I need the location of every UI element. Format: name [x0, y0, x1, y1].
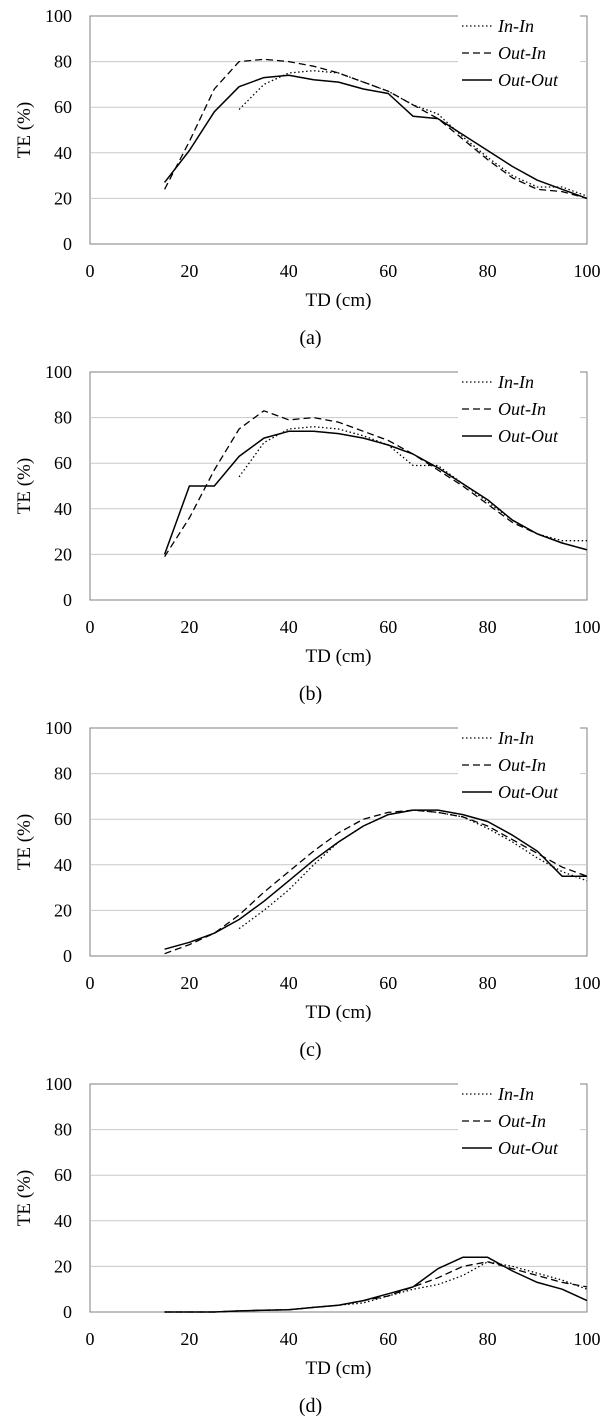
legend-label: Out-In	[498, 43, 546, 63]
plot-frame	[89, 371, 588, 601]
legend: In-In Out-In Out-Out	[458, 368, 580, 450]
x-tick-label: 80	[479, 1329, 497, 1349]
y-tick-label: 60	[54, 97, 72, 117]
panel-caption: (a)	[299, 327, 321, 349]
x-tick-label: 80	[479, 261, 497, 281]
y-tick-label: 0	[63, 590, 72, 610]
y-tick-label: 80	[54, 1120, 72, 1140]
y-tick-label: 80	[54, 408, 72, 428]
legend-label: In-In	[497, 728, 534, 748]
y-axis-title: TE (%)	[14, 102, 35, 158]
series-line-out-out	[164, 809, 587, 950]
legend: In-In Out-In Out-Out	[458, 12, 580, 94]
y-tick-label: 0	[63, 234, 72, 254]
y-tick-label: 80	[54, 52, 72, 72]
x-tick-label: 20	[180, 973, 198, 993]
series-line-in-in	[164, 1261, 588, 1313]
series-line-out-in	[164, 809, 588, 955]
x-tick-label: 80	[479, 973, 497, 993]
y-tick-label: 40	[54, 855, 72, 875]
chart-panel: 0 20 40 60 80 100 0 20 40 60 80 100 TD (cm) TE (%) In-…	[0, 712, 613, 1068]
x-tick-label: 0	[86, 617, 95, 637]
chart-panel: 0 20 40 60 80 100 0 20 40 60 80 100 TD (cm) TE (%) In-…	[0, 1068, 613, 1424]
y-tick-label: 100	[45, 362, 72, 382]
x-tick-label: 100	[574, 973, 601, 993]
legend-label: In-In	[497, 372, 534, 392]
plot-frame	[89, 1083, 588, 1313]
y-tick-label: 40	[54, 1211, 72, 1231]
y-axis-title: TE (%)	[14, 458, 35, 514]
series-line-out-in	[164, 1261, 588, 1313]
chart-svg: 0 20 40 60 80 100 0 20 40 60 80 100 TD (cm) TE (%) In-…	[14, 6, 601, 349]
x-tick-label: 60	[379, 261, 397, 281]
y-tick-label: 100	[45, 718, 72, 738]
y-tick-label: 60	[54, 809, 72, 829]
legend-label: In-In	[497, 1084, 534, 1104]
x-tick-label: 20	[180, 261, 198, 281]
legend-label: Out-In	[498, 1111, 546, 1131]
x-axis-title: TD (cm)	[306, 646, 372, 667]
x-tick-label: 0	[86, 1329, 95, 1349]
series-line-out-in	[164, 410, 588, 558]
y-tick-label: 100	[45, 6, 72, 26]
x-tick-label: 60	[379, 617, 397, 637]
x-tick-label: 20	[180, 1329, 198, 1349]
y-tick-label: 0	[63, 1302, 72, 1322]
panel-caption: (c)	[299, 1039, 321, 1061]
x-tick-label: 40	[280, 973, 298, 993]
chart-svg: 0 20 40 60 80 100 0 20 40 60 80 100 TD (cm) TE (%) In-…	[14, 718, 601, 1061]
y-axis-title: TE (%)	[14, 1170, 35, 1226]
series-line-out-out	[164, 74, 588, 200]
y-tick-label: 40	[54, 143, 72, 163]
y-tick-label: 20	[54, 900, 72, 920]
x-axis-title: TD (cm)	[306, 1358, 372, 1379]
legend-label: Out-Out	[498, 1138, 559, 1158]
series-line-out-out	[164, 1256, 588, 1313]
legend-label: In-In	[497, 16, 534, 36]
y-tick-label: 20	[54, 544, 72, 564]
x-axis-title: TD (cm)	[306, 290, 372, 311]
y-tick-label: 0	[63, 946, 72, 966]
x-tick-label: 0	[86, 973, 95, 993]
chart-svg: 0 20 40 60 80 100 0 20 40 60 80 100 TD (cm) TE (%) In-…	[14, 362, 601, 705]
plot-frame	[89, 15, 588, 245]
x-tick-label: 40	[280, 1329, 298, 1349]
y-tick-label: 20	[54, 188, 72, 208]
y-tick-label: 40	[54, 499, 72, 519]
y-tick-label: 60	[54, 1165, 72, 1185]
x-tick-label: 20	[180, 617, 198, 637]
panel-caption: (d)	[299, 1395, 322, 1417]
x-tick-label: 60	[379, 1329, 397, 1349]
series-line-out-out	[163, 430, 588, 555]
y-tick-label: 80	[54, 764, 72, 784]
x-tick-label: 40	[280, 261, 298, 281]
x-tick-label: 40	[280, 617, 298, 637]
legend-label: Out-Out	[498, 782, 559, 802]
x-tick-label: 80	[479, 617, 497, 637]
chart-panel: 0 20 40 60 80 100 0 20 40 60 80 100 TD (cm) TE (%) In-…	[0, 356, 613, 712]
legend-label: Out-Out	[498, 426, 559, 446]
chart-svg: 0 20 40 60 80 100 0 20 40 60 80 100 TD (cm) TE (%) In-…	[14, 1074, 601, 1417]
x-tick-label: 0	[86, 261, 95, 281]
x-tick-label: 100	[574, 1329, 601, 1349]
y-tick-label: 20	[54, 1256, 72, 1276]
panel-caption: (b)	[299, 683, 322, 705]
chart-panel: 0 20 40 60 80 100 0 20 40 60 80 100 TD (cm) TE (%) In-…	[0, 0, 613, 356]
y-tick-label: 100	[45, 1074, 72, 1094]
plot-frame	[89, 727, 588, 957]
legend-label: Out-Out	[498, 70, 559, 90]
x-axis-title: TD (cm)	[306, 1002, 372, 1023]
legend: In-In Out-In Out-Out	[458, 724, 580, 806]
x-tick-label: 100	[574, 261, 601, 281]
x-tick-label: 100	[574, 617, 601, 637]
series-line-out-in	[164, 58, 588, 200]
y-axis-title: TE (%)	[14, 814, 35, 870]
legend-label: Out-In	[498, 399, 546, 419]
legend: In-In Out-In Out-Out	[458, 1080, 580, 1162]
y-tick-label: 60	[54, 453, 72, 473]
legend-label: Out-In	[498, 755, 546, 775]
x-tick-label: 60	[379, 973, 397, 993]
